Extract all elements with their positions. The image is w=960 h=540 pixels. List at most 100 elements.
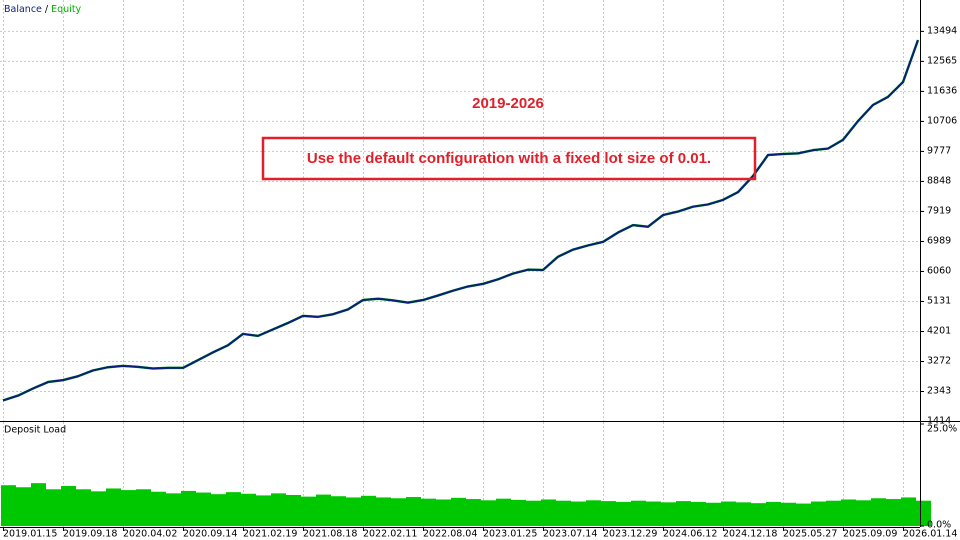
legend: Balance / Equity xyxy=(4,4,82,15)
bar xyxy=(586,500,601,526)
bar xyxy=(451,497,466,526)
bar xyxy=(601,501,616,526)
bar xyxy=(916,500,931,526)
bar xyxy=(811,501,826,526)
bar xyxy=(901,497,916,526)
y-tick-label: 25.0% xyxy=(927,424,957,435)
series-line xyxy=(2,39,919,402)
bar xyxy=(646,501,661,526)
x-tick-label: 2022.08.04 xyxy=(423,529,477,540)
y-tick-label: 10706 xyxy=(927,115,957,126)
bar xyxy=(436,499,451,526)
bar xyxy=(316,494,331,526)
y-tick-label: 1414 xyxy=(927,416,951,427)
bar xyxy=(256,495,271,526)
legend-entry: Balance xyxy=(4,4,42,15)
bar xyxy=(406,497,421,526)
y-tick-label: 0.0% xyxy=(927,520,951,531)
y-tick-label: 5131 xyxy=(927,295,951,306)
x-tick-label: 2025.05.27 xyxy=(783,529,837,540)
bar xyxy=(226,492,241,526)
bar xyxy=(511,499,526,526)
bar xyxy=(631,500,646,526)
grid xyxy=(0,0,920,527)
y-tick-label: 6060 xyxy=(927,265,951,276)
y-tick-label: 9777 xyxy=(927,145,951,156)
y-tick-label: 7919 xyxy=(927,205,951,216)
x-tick-label: 2021.08.18 xyxy=(303,529,357,540)
bar xyxy=(886,499,901,526)
x-tick-label: 2019.01.15 xyxy=(3,529,57,540)
bar xyxy=(181,490,196,526)
x-tick-label: 2019.09.18 xyxy=(63,529,117,540)
bar xyxy=(481,500,496,526)
bar xyxy=(691,501,706,526)
x-tick-label: 2023.07.14 xyxy=(543,529,597,540)
bar xyxy=(766,501,781,526)
bar xyxy=(676,501,691,526)
annotation-note: Use the default configuration with a fix… xyxy=(307,150,711,167)
bar xyxy=(706,502,721,526)
bar xyxy=(301,496,316,526)
bar xyxy=(166,493,181,526)
bar xyxy=(796,503,811,526)
bar xyxy=(541,499,556,526)
y-tick-label: 8848 xyxy=(927,175,951,186)
bar xyxy=(841,499,856,526)
bar xyxy=(826,500,841,526)
bar xyxy=(241,493,256,526)
annotation-title: 2019-2026 xyxy=(472,95,544,112)
bar xyxy=(151,491,166,526)
bar xyxy=(121,490,136,526)
y-tick-label: 13494 xyxy=(927,25,957,36)
bar xyxy=(466,499,481,526)
panel-title: Deposit Load xyxy=(4,425,66,436)
bar xyxy=(331,496,346,526)
x-tick-label: 2025.09.09 xyxy=(843,529,897,540)
lines xyxy=(2,39,920,402)
bar xyxy=(751,503,766,526)
x-tick-label: 2022.02.11 xyxy=(363,529,417,540)
y-tick-label: 6989 xyxy=(927,235,951,246)
annotation-box xyxy=(261,136,757,181)
bar xyxy=(136,489,151,526)
bar xyxy=(31,483,46,526)
bar xyxy=(91,491,106,526)
bar xyxy=(526,500,541,526)
y-tick-label: 3272 xyxy=(927,355,951,366)
bar xyxy=(346,497,361,526)
bar xyxy=(76,489,91,526)
x-tick-label: 2026.01.14 xyxy=(903,529,957,540)
x-tick-label: 2024.06.12 xyxy=(663,529,717,540)
bar xyxy=(616,501,631,526)
bar xyxy=(496,498,511,526)
x-tick-label: 2020.04.02 xyxy=(123,529,177,540)
bar xyxy=(211,494,226,526)
x-tick-label: 2023.12.29 xyxy=(603,529,657,540)
bar xyxy=(421,498,436,526)
bars xyxy=(1,483,931,526)
bar xyxy=(781,502,796,526)
y-tick-label: 11636 xyxy=(927,85,957,96)
y-tick-label: 2343 xyxy=(927,385,951,396)
bar xyxy=(61,486,76,526)
bar xyxy=(196,492,211,526)
bar xyxy=(871,498,886,526)
bar xyxy=(391,498,406,526)
x-tick-label: 2023.01.25 xyxy=(483,529,537,540)
x-tick-label: 2021.02.19 xyxy=(243,529,297,540)
bar xyxy=(16,487,31,526)
bar xyxy=(361,495,376,526)
y-tick-label: 12565 xyxy=(927,55,957,66)
bar xyxy=(46,489,61,526)
legend-separator: / xyxy=(42,4,51,15)
bar xyxy=(286,494,301,526)
bar xyxy=(1,485,16,526)
bar xyxy=(556,500,571,526)
bar xyxy=(571,501,586,526)
bar xyxy=(721,501,736,526)
y-tick-label: 4201 xyxy=(927,325,951,336)
x-tick-label: 2020.09.14 xyxy=(183,529,237,540)
